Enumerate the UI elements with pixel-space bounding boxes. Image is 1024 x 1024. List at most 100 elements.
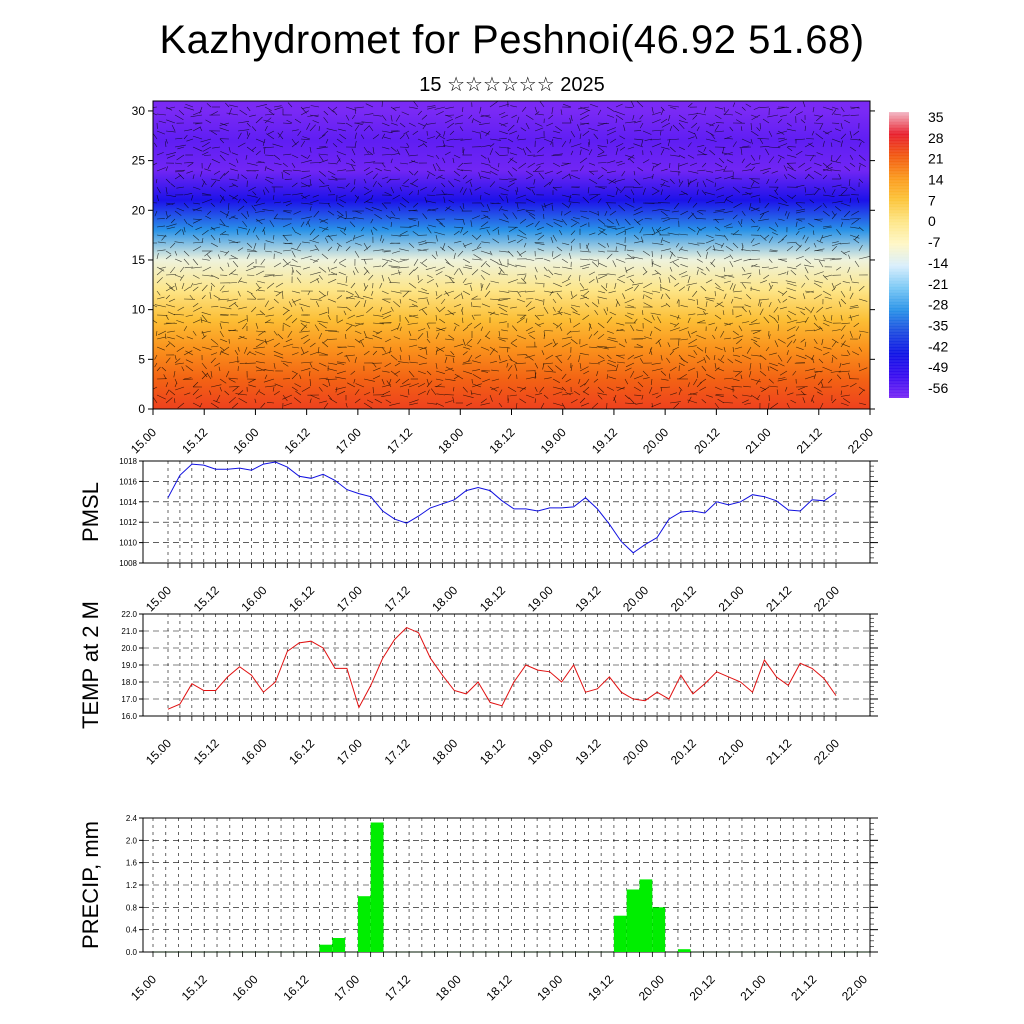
wind-vector — [825, 130, 833, 135]
wind-vector — [640, 358, 644, 364]
wind-vector — [401, 197, 410, 204]
wind-vector — [228, 178, 238, 181]
wind-vector — [309, 200, 319, 204]
wind-vector — [201, 294, 206, 300]
wind-vector — [312, 234, 320, 241]
wind-vector — [809, 199, 815, 204]
wind-vector — [616, 361, 626, 364]
wind-vector — [518, 162, 527, 169]
wind-vector — [153, 142, 158, 148]
wind-vector — [471, 118, 474, 124]
wind-vector — [177, 402, 185, 409]
wind-vector — [431, 186, 437, 193]
wind-vector — [752, 242, 761, 247]
wind-vector — [336, 226, 346, 230]
wind-vector — [185, 350, 194, 356]
wind-vector — [210, 402, 219, 409]
wind-vector — [745, 162, 752, 168]
wind-vector — [453, 304, 462, 308]
wind-vector — [355, 106, 365, 109]
wind-vector — [491, 386, 500, 390]
wind-vector — [187, 162, 194, 167]
wind-vector — [462, 188, 467, 196]
wind-vector — [426, 322, 430, 329]
wind-vector — [381, 311, 392, 316]
wind-vector — [167, 330, 176, 333]
wind-vector — [277, 333, 284, 340]
wind-vector — [831, 109, 837, 116]
wind-vector — [533, 154, 545, 157]
wind-vector — [561, 392, 574, 396]
wind-vector — [323, 117, 329, 124]
wind-vector — [303, 338, 311, 345]
wind-vector — [354, 398, 361, 404]
wind-vector — [660, 378, 669, 381]
wind-vector — [678, 327, 689, 332]
wind-vector — [844, 166, 851, 172]
wind-vector — [691, 122, 698, 129]
wind-vector — [408, 160, 416, 164]
wind-vector — [336, 319, 344, 324]
wind-vector — [473, 119, 482, 124]
wind-vector — [748, 258, 761, 261]
wind-vector — [265, 314, 275, 317]
wind-vector — [726, 159, 734, 164]
wind-vector — [678, 286, 686, 292]
wind-vector — [381, 384, 391, 388]
wind-vector — [516, 298, 526, 303]
wind-vector — [687, 330, 691, 338]
heatmap-xtick-label: 20.00 — [640, 425, 671, 456]
wind-vector — [439, 318, 446, 324]
wind-vector — [435, 111, 444, 116]
wind-vector — [264, 338, 268, 345]
wind-vector — [854, 234, 860, 241]
wind-vector — [480, 170, 491, 174]
wind-vector — [262, 146, 275, 149]
wind-vector — [788, 296, 797, 300]
wind-vector — [358, 338, 365, 343]
wind-vector — [481, 270, 491, 276]
wind-vector — [354, 132, 357, 140]
wind-vector — [471, 392, 482, 396]
wind-vector — [203, 154, 212, 156]
wind-vector — [441, 189, 446, 196]
wind-vector — [669, 401, 681, 404]
wind-vector — [464, 282, 473, 285]
wind-vector — [769, 249, 779, 252]
wind-vector — [447, 245, 455, 252]
wind-vector — [246, 162, 258, 166]
wind-vector — [291, 370, 299, 375]
wind-vector — [579, 106, 591, 112]
wind-vector — [840, 122, 843, 129]
wind-vector — [632, 114, 635, 121]
wind-vector — [660, 248, 671, 252]
wind-vector — [624, 378, 629, 385]
wind-vector — [354, 242, 362, 246]
wind-vector — [841, 343, 851, 348]
wind-vector — [738, 325, 743, 332]
wind-vector — [641, 138, 644, 147]
wind-vector — [212, 146, 221, 149]
wind-vector — [363, 270, 369, 276]
wind-vector — [833, 113, 842, 116]
wind-vector — [444, 367, 454, 372]
wind-vector — [822, 130, 829, 135]
wind-vector — [472, 306, 482, 308]
wind-vector — [498, 321, 507, 324]
wind-vector — [614, 282, 617, 289]
wind-vector — [251, 146, 257, 151]
wind-vector — [370, 229, 374, 236]
wind-vector — [804, 193, 815, 196]
wind-vector — [165, 138, 168, 144]
wind-vector — [723, 255, 731, 260]
wind-vector — [177, 306, 185, 311]
wind-vector — [382, 314, 392, 320]
wind-vector — [831, 286, 837, 292]
wind-vector — [508, 226, 518, 233]
wind-vector — [761, 266, 770, 268]
wind-vector — [291, 386, 298, 392]
wind-vector — [425, 266, 437, 270]
wind-vector — [753, 336, 761, 340]
wind-vector — [805, 290, 815, 294]
wind-vector — [577, 124, 581, 132]
